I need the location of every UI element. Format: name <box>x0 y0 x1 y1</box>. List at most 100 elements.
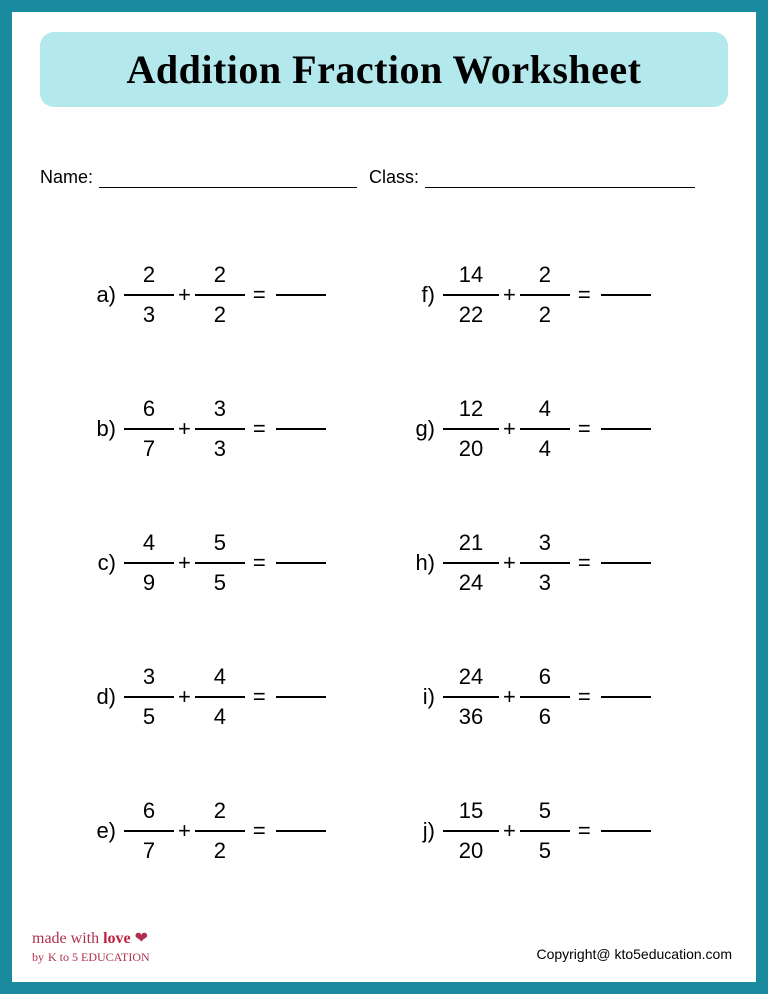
denominator: 2 <box>525 296 565 334</box>
answer-blank[interactable] <box>276 428 326 430</box>
fraction-2: 5 5 <box>195 524 245 602</box>
denominator: 7 <box>129 832 169 870</box>
numerator: 2 <box>200 256 240 294</box>
denominator: 4 <box>200 698 240 736</box>
numerator: 3 <box>200 390 240 428</box>
denominator: 2 <box>200 296 240 334</box>
equals-operator: = <box>570 416 601 442</box>
heart-icon: ❤ <box>135 930 148 947</box>
answer-blank[interactable] <box>601 428 651 430</box>
plus-operator: + <box>499 818 520 844</box>
plus-operator: + <box>174 282 195 308</box>
denominator: 20 <box>451 430 491 468</box>
plus-operator: + <box>174 416 195 442</box>
denominator: 5 <box>129 698 169 736</box>
class-input-line[interactable] <box>425 168 695 188</box>
love-text: love <box>103 930 131 947</box>
fraction-2: 2 2 <box>520 256 570 334</box>
class-field: Class: <box>369 167 695 188</box>
answer-blank[interactable] <box>601 830 651 832</box>
answer-blank[interactable] <box>276 696 326 698</box>
numerator: 6 <box>129 390 169 428</box>
fraction-2: 6 6 <box>520 658 570 736</box>
problems-grid: a) 2 3 + 2 2 = b) 6 7 + 3 3 = c) <box>40 228 728 898</box>
equals-operator: = <box>245 416 276 442</box>
numerator: 24 <box>451 658 491 696</box>
equals-operator: = <box>245 818 276 844</box>
denominator: 2 <box>200 832 240 870</box>
problem-label: d) <box>90 684 124 710</box>
by-text: by <box>32 950 44 964</box>
numerator: 14 <box>451 256 491 294</box>
problem-label: b) <box>90 416 124 442</box>
student-fields: Name: Class: <box>40 167 728 188</box>
numerator: 4 <box>129 524 169 562</box>
fraction-1: 15 20 <box>443 792 499 870</box>
numerator: 2 <box>129 256 169 294</box>
denominator: 3 <box>525 564 565 602</box>
denominator: 24 <box>451 564 491 602</box>
fraction-1: 3 5 <box>124 658 174 736</box>
fraction-2: 3 3 <box>195 390 245 468</box>
numerator: 2 <box>525 256 565 294</box>
problem-label: h) <box>409 550 443 576</box>
brand-text: K to 5 EDUCATION <box>48 950 150 964</box>
problem-row: b) 6 7 + 3 3 = <box>90 362 409 496</box>
denominator: 5 <box>525 832 565 870</box>
denominator: 3 <box>200 430 240 468</box>
numerator: 3 <box>129 658 169 696</box>
plus-operator: + <box>174 818 195 844</box>
fraction-2: 4 4 <box>520 390 570 468</box>
equals-operator: = <box>245 684 276 710</box>
fraction-2: 2 2 <box>195 792 245 870</box>
right-column: f) 14 22 + 2 2 = g) 12 20 + 4 4 = h) <box>409 228 728 898</box>
fraction-2: 3 3 <box>520 524 570 602</box>
plus-operator: + <box>499 416 520 442</box>
plus-operator: + <box>174 550 195 576</box>
denominator: 7 <box>129 430 169 468</box>
plus-operator: + <box>499 282 520 308</box>
problem-row: h) 21 24 + 3 3 = <box>409 496 728 630</box>
denominator: 4 <box>525 430 565 468</box>
name-label: Name: <box>40 167 93 188</box>
answer-blank[interactable] <box>601 696 651 698</box>
plus-operator: + <box>499 550 520 576</box>
problem-row: d) 3 5 + 4 4 = <box>90 630 409 764</box>
plus-operator: + <box>499 684 520 710</box>
numerator: 12 <box>451 390 491 428</box>
denominator: 5 <box>200 564 240 602</box>
problem-row: e) 6 7 + 2 2 = <box>90 764 409 898</box>
fraction-1: 21 24 <box>443 524 499 602</box>
made-with-text: made with <box>32 930 99 947</box>
problem-row: a) 2 3 + 2 2 = <box>90 228 409 362</box>
problem-label: g) <box>409 416 443 442</box>
numerator: 5 <box>525 792 565 830</box>
denominator: 22 <box>451 296 491 334</box>
problem-row: c) 4 9 + 5 5 = <box>90 496 409 630</box>
answer-blank[interactable] <box>276 830 326 832</box>
equals-operator: = <box>570 684 601 710</box>
fraction-2: 5 5 <box>520 792 570 870</box>
page-title: Addition Fraction Worksheet <box>50 46 718 93</box>
answer-blank[interactable] <box>276 562 326 564</box>
answer-blank[interactable] <box>601 294 651 296</box>
fraction-2: 4 4 <box>195 658 245 736</box>
problem-label: c) <box>90 550 124 576</box>
plus-operator: + <box>174 684 195 710</box>
equals-operator: = <box>570 282 601 308</box>
equals-operator: = <box>245 282 276 308</box>
numerator: 6 <box>129 792 169 830</box>
problem-row: i) 24 36 + 6 6 = <box>409 630 728 764</box>
problem-label: f) <box>409 282 443 308</box>
denominator: 9 <box>129 564 169 602</box>
numerator: 5 <box>200 524 240 562</box>
copyright-text: Copyright@ kto5education.com <box>536 946 732 962</box>
equals-operator: = <box>245 550 276 576</box>
answer-blank[interactable] <box>276 294 326 296</box>
problem-row: j) 15 20 + 5 5 = <box>409 764 728 898</box>
answer-blank[interactable] <box>601 562 651 564</box>
numerator: 15 <box>451 792 491 830</box>
fraction-1: 12 20 <box>443 390 499 468</box>
name-input-line[interactable] <box>99 168 357 188</box>
numerator: 3 <box>525 524 565 562</box>
